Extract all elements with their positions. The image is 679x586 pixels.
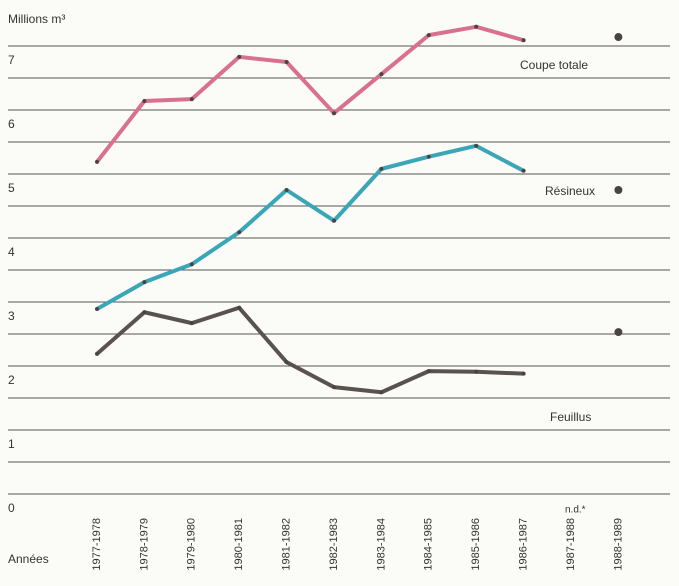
x-tick-label: 1987-1988 [565,518,577,571]
data-point [379,72,384,77]
data-point [379,390,384,395]
series-label: Coupe totale [520,58,588,72]
y-axis-label: Millions m³ [8,12,65,26]
data-point [379,166,384,171]
data-point [521,38,526,43]
data-point [426,154,431,159]
x-tick-label: 1981-1982 [281,518,293,571]
x-tick-label: 1986-1987 [518,518,530,571]
series-label: Feuillus [550,410,591,424]
data-point [284,60,289,64]
data-point [474,24,479,29]
data-point [237,54,242,59]
x-tick-label: 1978-1979 [138,518,150,571]
data-point [237,230,242,235]
data-point [142,99,147,104]
data-point [426,33,431,38]
x-tick-label: 1979-1980 [186,518,198,571]
data-point [521,168,526,173]
y-tick-label: 2 [8,373,15,387]
x-tick-label: 1983-1984 [375,518,387,571]
data-point [474,143,479,148]
series-line [97,146,618,309]
y-tick-label: 1 [8,437,15,451]
data-point [189,97,194,102]
series-line [97,308,618,392]
data-point [95,159,99,164]
data-point [95,351,99,356]
data-point [189,321,194,326]
data-point [284,188,289,192]
data-point [142,310,147,315]
data-point [474,369,479,374]
data-point [142,280,147,285]
data-point [614,328,623,337]
y-tick-label: 5 [8,181,15,195]
data-point [614,33,623,42]
x-tick-label: 1980-1981 [233,518,245,571]
x-tick-label: 1977-1978 [91,518,103,571]
data-point [95,307,99,312]
data-point [189,262,194,267]
y-tick-label: 0 [8,501,15,515]
x-tick-label: 1988-1989 [612,518,624,571]
data-point [332,385,336,390]
data-point [332,218,336,223]
series-label: Résineux [545,184,595,198]
y-tick-label: 4 [8,245,15,259]
data-point [614,186,623,194]
x-tick-label: 1982-1983 [328,518,340,571]
data-point [332,111,336,116]
x-axis-label: Années [8,552,49,566]
y-tick-label: 6 [8,117,15,131]
data-point [237,305,242,310]
y-tick-label: 3 [8,309,15,323]
x-tick-label: 1984-1985 [423,518,435,571]
na-label: n.d.* [565,505,586,516]
y-tick-label: 7 [8,53,15,67]
data-point [284,360,289,365]
data-point [521,371,526,376]
data-point [426,369,431,374]
x-tick-label: 1985-1986 [470,518,482,571]
